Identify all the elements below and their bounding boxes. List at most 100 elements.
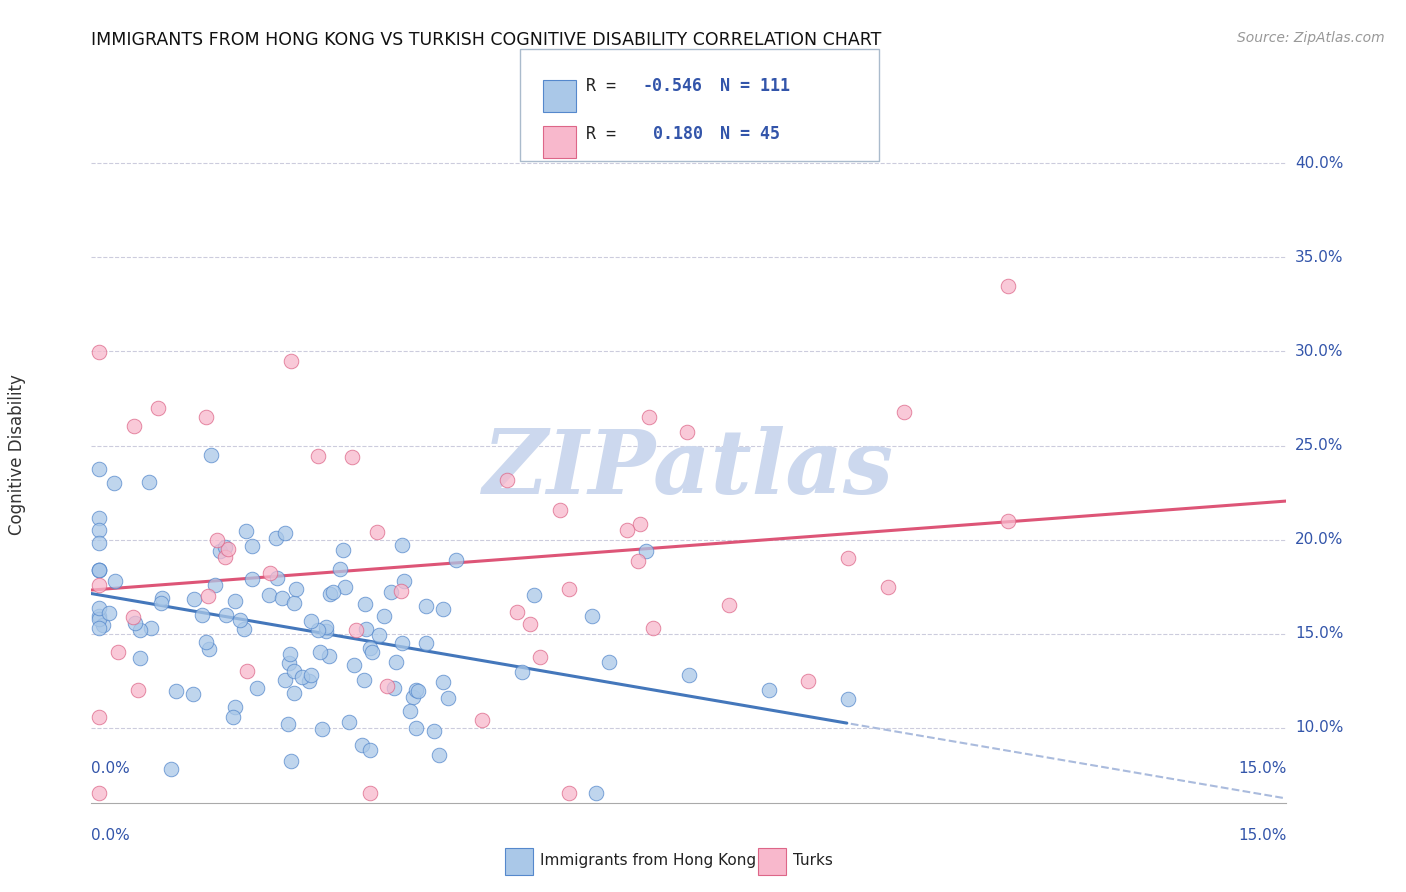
Point (89, 345, 111, 359)
Point (280, 755, 302, 769)
Point (89, 609, 111, 624)
Point (283, 686, 305, 700)
Point (398, 704, 420, 718)
Text: 25.0%: 25.0% (1295, 438, 1343, 453)
Point (797, 673, 820, 688)
Point (208, 544, 231, 558)
Text: 40.0%: 40.0% (1295, 156, 1343, 171)
Text: Cognitive Disability: Cognitive Disability (8, 375, 25, 535)
Point (246, 681, 269, 695)
Point (214, 549, 236, 564)
Point (627, 554, 650, 568)
Point (183, 591, 205, 606)
Point (207, 533, 229, 548)
Point (510, 665, 533, 679)
Point (598, 655, 620, 669)
Point (471, 714, 494, 728)
Text: Turks: Turks (793, 854, 832, 868)
Text: Immigrants from Hong Kong: Immigrants from Hong Kong (540, 854, 756, 868)
Point (121, 610, 143, 624)
Point (89, 562, 111, 576)
Point (264, 531, 287, 545)
Point (283, 596, 305, 610)
Point (149, 596, 172, 610)
Point (280, 354, 302, 368)
Point (89, 535, 111, 549)
Point (318, 587, 340, 601)
Point (354, 622, 377, 636)
Point (229, 613, 252, 627)
Point (359, 640, 381, 655)
Point (422, 724, 444, 739)
Point (124, 616, 146, 631)
Point (129, 624, 152, 638)
Point (277, 716, 299, 731)
Point (104, 574, 127, 588)
Point (236, 664, 259, 678)
Point (181, 687, 204, 701)
Point (340, 450, 363, 465)
Point (332, 543, 354, 558)
Point (406, 683, 429, 698)
Point (197, 589, 219, 603)
Point (311, 723, 333, 737)
Point (291, 670, 314, 684)
Point (333, 580, 356, 594)
Point (437, 690, 460, 705)
Point (224, 594, 246, 608)
Text: -0.546: -0.546 (643, 78, 703, 95)
Point (444, 552, 467, 566)
Text: N = 111: N = 111 (720, 78, 790, 95)
Point (616, 523, 638, 537)
Point (837, 692, 859, 706)
Point (139, 621, 162, 635)
Point (273, 526, 295, 541)
Point (89, 462, 111, 476)
Point (89, 612, 111, 626)
Point (301, 615, 323, 629)
Point (353, 673, 375, 687)
Point (200, 448, 222, 462)
Point (382, 681, 405, 695)
Point (432, 674, 454, 689)
Point (89, 786, 111, 800)
Point (375, 679, 398, 693)
Point (278, 647, 301, 661)
Point (519, 617, 541, 632)
Point (415, 599, 437, 613)
Point (997, 278, 1019, 293)
Point (402, 690, 425, 705)
Point (405, 721, 427, 735)
Point (392, 574, 415, 588)
Point (373, 608, 395, 623)
Point (160, 762, 183, 776)
Point (368, 628, 391, 642)
Point (232, 622, 254, 636)
Point (127, 683, 149, 698)
Point (380, 585, 402, 599)
Text: 10.0%: 10.0% (1295, 720, 1343, 735)
Point (138, 475, 160, 490)
Point (315, 624, 337, 639)
Point (581, 608, 603, 623)
Point (91, 618, 114, 632)
Point (529, 650, 551, 665)
Point (89, 523, 111, 537)
Point (893, 404, 915, 418)
Point (89, 710, 111, 724)
Point (557, 582, 579, 596)
Point (997, 514, 1019, 528)
Point (415, 636, 437, 650)
Text: IMMIGRANTS FROM HONG KONG VS TURKISH COGNITIVE DISABILITY CORRELATION CHART: IMMIGRANTS FROM HONG KONG VS TURKISH COG… (91, 31, 882, 49)
Point (343, 657, 366, 672)
Point (315, 620, 337, 634)
Point (194, 635, 217, 649)
Point (107, 645, 129, 659)
Point (214, 607, 236, 622)
Point (89, 564, 111, 578)
Point (266, 571, 288, 585)
Point (678, 668, 700, 682)
Point (103, 476, 125, 491)
Text: 0.0%: 0.0% (91, 761, 131, 776)
Text: 0.180: 0.180 (643, 125, 703, 143)
